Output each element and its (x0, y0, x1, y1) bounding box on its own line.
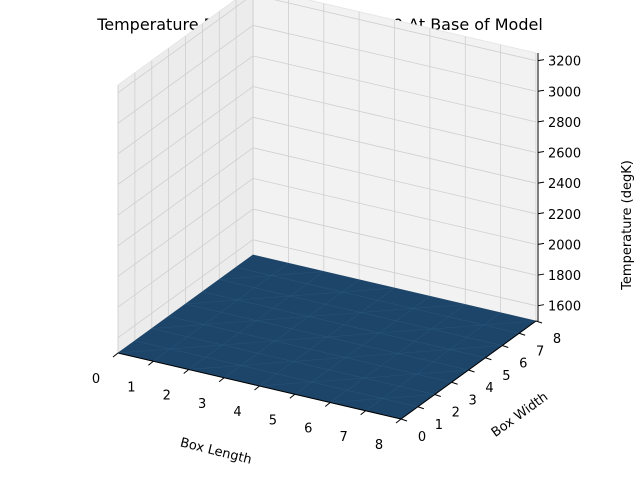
x-tick-label: 2 (163, 389, 171, 404)
x-tick (112, 352, 119, 358)
z-tick-label: 3200 (548, 55, 581, 70)
x-tick-label: 6 (304, 422, 312, 437)
y-tick (485, 357, 492, 361)
y-tick (417, 406, 425, 410)
z-tick (537, 89, 545, 92)
y-tick-label: 7 (536, 344, 544, 359)
y-tick-label: 8 (553, 332, 561, 347)
x-axis-label: Box Length (179, 435, 254, 467)
y-tick (518, 332, 526, 336)
y-tick (468, 369, 475, 373)
x-tick-label: 7 (339, 430, 347, 445)
z-grid-line (117, 116, 537, 216)
z-tick (537, 59, 545, 62)
x-tick-label: 8 (375, 438, 383, 453)
surface-mesh-line (294, 296, 430, 395)
surface-mesh-line (185, 287, 395, 305)
x-tick-label: 4 (233, 405, 241, 420)
x-tick (360, 410, 366, 416)
surface-mesh-line (117, 320, 537, 354)
y-tick (400, 418, 408, 422)
x-tick-label: 0 (92, 372, 100, 387)
surface-mesh-line (365, 312, 501, 411)
z-grid-line (117, 86, 537, 185)
z-tick (537, 151, 545, 154)
tick-marks (112, 59, 545, 424)
z-tick-label: 1600 (548, 300, 581, 315)
x-tick-label: 5 (269, 413, 277, 428)
z-grid-line (117, 239, 537, 339)
z-grid-line (117, 147, 537, 247)
y-tick-label: 5 (502, 369, 510, 384)
z-grid-line (117, 208, 537, 308)
z-grid-line (117, 177, 537, 277)
z-tick (537, 273, 545, 276)
z-tick (537, 242, 545, 245)
x-tick (289, 393, 296, 399)
y-tick (502, 345, 509, 348)
x-tick (148, 360, 154, 366)
x-tick (254, 385, 260, 391)
surface-mesh-line (151, 304, 466, 329)
surface-mesh-line (188, 345, 503, 370)
z-tick-label: 2600 (548, 147, 581, 162)
y-tick-label: 2 (452, 406, 460, 421)
x-tick (218, 377, 225, 383)
y-axis-label: Box Width (489, 390, 551, 441)
z-tick (537, 212, 545, 215)
y-tick (535, 320, 543, 324)
z-tick (537, 181, 545, 184)
z-tick (537, 304, 545, 307)
temperature-surface (117, 254, 537, 420)
surface-mesh-line (236, 267, 520, 334)
z-tick-label: 2400 (548, 177, 581, 192)
y-tick (451, 381, 458, 385)
tick-labels: 0123456780123456781600180020002200240026… (92, 55, 581, 453)
x-tick (183, 369, 190, 374)
y-tick (434, 394, 441, 397)
z-axis-label: Temperature (degK) (620, 160, 635, 291)
x-tick (395, 418, 402, 424)
z-tick-label: 2000 (548, 238, 581, 253)
y-tick-label: 1 (435, 418, 443, 433)
surface-mesh-line (330, 394, 435, 403)
x-tick-label: 1 (127, 380, 135, 395)
y-tick-label: 6 (519, 357, 527, 372)
surface-mesh-line (202, 291, 486, 358)
z-grid-line (117, 24, 537, 124)
x-tick (324, 402, 331, 407)
z-tick-label: 2200 (548, 208, 581, 223)
x-tick-label: 3 (198, 397, 206, 412)
y-tick-label: 4 (485, 381, 493, 396)
y-tick-label: 0 (418, 430, 426, 445)
z-tick-label: 2800 (548, 116, 581, 131)
y-tick-label: 3 (468, 393, 476, 408)
surface-mesh-line (219, 271, 324, 280)
surface-mesh-line (259, 369, 469, 387)
z-tick-label: 3000 (548, 85, 581, 100)
z-grid-line (117, 0, 537, 94)
z-tick-label: 1800 (548, 269, 581, 284)
z-tick (537, 120, 545, 123)
z-grid-line (117, 55, 537, 155)
